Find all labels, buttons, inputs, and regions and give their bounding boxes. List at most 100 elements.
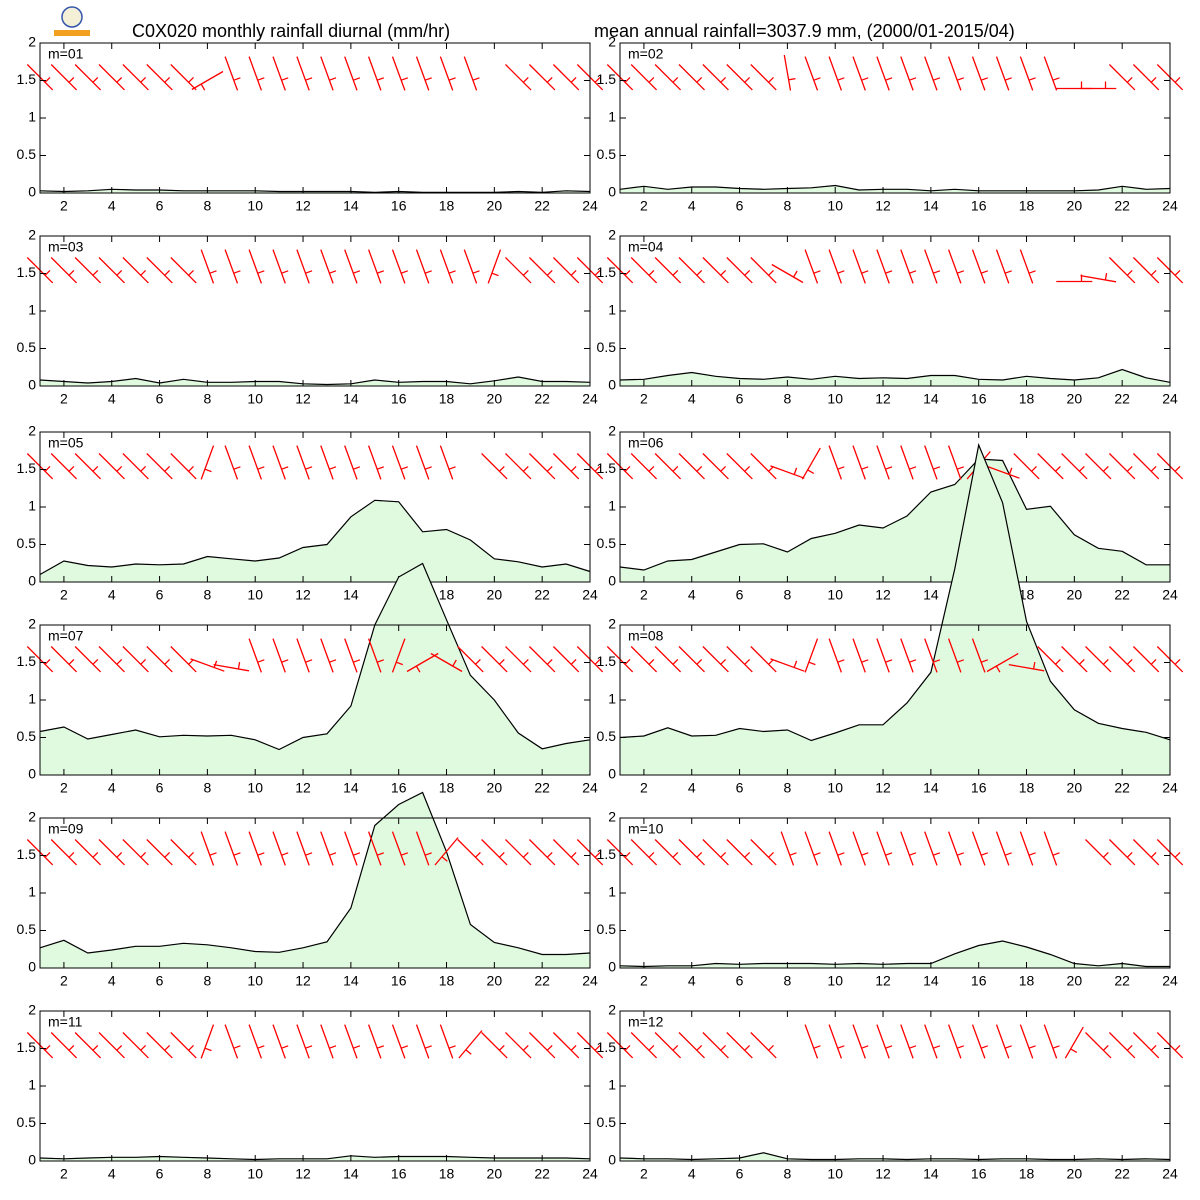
wind-barb <box>804 638 819 673</box>
rain-area <box>620 445 1170 775</box>
wind-barb <box>702 1032 729 1059</box>
x-tick-label: 6 <box>156 198 164 214</box>
wind-barb <box>320 831 337 866</box>
wind-barb <box>726 646 753 673</box>
y-tick-label: 1 <box>608 498 616 514</box>
x-tick-label: 18 <box>439 587 455 603</box>
x-tick-label: 24 <box>1162 198 1178 214</box>
x-tick-label: 6 <box>736 780 744 796</box>
wind-barb <box>367 56 385 91</box>
x-tick-label: 22 <box>534 391 550 407</box>
x-tick-label: 18 <box>1019 973 1035 989</box>
wind-barb <box>296 1024 313 1059</box>
x-tick-label: 24 <box>1162 973 1178 989</box>
x-tick-label: 16 <box>971 973 987 989</box>
panel-label: m=07 <box>48 628 84 644</box>
wind-barb <box>750 257 777 284</box>
wind-barb <box>783 54 796 91</box>
y-tick-label: 1 <box>28 884 36 900</box>
wind-barb <box>900 1024 917 1059</box>
wind-barb <box>1019 56 1036 91</box>
wind-barb <box>50 64 78 91</box>
y-tick-label: 1.5 <box>597 264 617 280</box>
wind-barb <box>391 249 409 284</box>
y-tick-label: 0 <box>608 184 616 200</box>
wind-barb <box>630 64 658 91</box>
wind-barb <box>320 638 337 673</box>
x-tick-label: 16 <box>391 391 407 407</box>
wind-barb <box>924 1024 941 1059</box>
y-tick-label: 0 <box>608 573 616 589</box>
y-tick-label: 0 <box>28 573 36 589</box>
wind-barb <box>505 257 532 284</box>
x-tick-label: 10 <box>247 391 263 407</box>
y-tick-label: 2 <box>608 1002 616 1018</box>
x-tick-label: 4 <box>688 1166 696 1182</box>
x-tick-label: 22 <box>534 1166 550 1182</box>
x-tick-label: 20 <box>487 198 503 214</box>
wind-barb <box>654 453 682 480</box>
x-tick-label: 6 <box>736 198 744 214</box>
wind-barb <box>971 638 989 673</box>
x-tick-label: 2 <box>60 973 68 989</box>
x-tick-label: 4 <box>108 780 116 796</box>
wind-barb <box>678 839 705 866</box>
wind-barb <box>678 646 705 673</box>
panel: 00.511.522 4 6 8 10 12 14 16 18 20 22 24m=11 <box>17 1002 604 1182</box>
wind-barb <box>1043 1024 1060 1059</box>
y-tick-label: 0 <box>28 377 36 393</box>
x-tick-label: 12 <box>295 391 311 407</box>
y-tick-label: 0.5 <box>597 146 617 162</box>
wind-barb <box>344 249 361 284</box>
y-tick-label: 2 <box>608 616 616 632</box>
wind-barb <box>1085 839 1112 866</box>
wind-barb <box>481 453 508 480</box>
x-tick-label: 4 <box>688 198 696 214</box>
wind-barb <box>74 839 102 866</box>
y-tick-label: 1.5 <box>17 1039 37 1055</box>
wind-barb <box>995 1024 1012 1059</box>
chart-subtitle: mean annual rainfall=3037.9 mm, (2000/01… <box>594 21 1015 41</box>
x-tick-label: 2 <box>640 1166 648 1182</box>
wind-barb <box>1037 646 1064 673</box>
x-tick-label: 10 <box>247 587 263 603</box>
wind-barb <box>367 638 385 673</box>
wind-barb <box>505 64 532 91</box>
wind-barb <box>828 638 845 673</box>
wind-barb <box>770 658 805 672</box>
rain-area <box>40 792 590 968</box>
x-tick-label: 4 <box>108 587 116 603</box>
wind-barb <box>1008 661 1045 672</box>
x-tick-label: 18 <box>1019 587 1035 603</box>
x-tick-label: 2 <box>640 587 648 603</box>
wind-barb <box>367 1024 385 1059</box>
wind-barb <box>505 839 532 866</box>
x-tick-label: 14 <box>343 587 359 603</box>
x-tick-label: 2 <box>640 780 648 796</box>
rain-area <box>40 500 590 582</box>
wind-barb <box>98 453 125 480</box>
wind-barb <box>630 257 658 284</box>
y-tick-label: 2 <box>28 809 36 825</box>
wind-barb <box>296 445 313 480</box>
x-tick-label: 14 <box>343 780 359 796</box>
y-tick-label: 1 <box>608 1077 616 1093</box>
x-tick-label: 8 <box>203 1166 211 1182</box>
x-tick-label: 2 <box>60 780 68 796</box>
rain-area <box>620 941 1170 968</box>
wind-barb <box>1132 1032 1160 1059</box>
wind-barb <box>726 64 753 91</box>
x-tick-label: 22 <box>1114 198 1130 214</box>
wind-barb <box>947 56 965 91</box>
panel: 00.511.522 4 6 8 10 12 14 16 18 20 22 24m=09 <box>17 791 604 989</box>
x-tick-label: 12 <box>875 587 891 603</box>
x-tick-label: 10 <box>827 198 843 214</box>
wind-barb <box>367 445 385 480</box>
wind-barb <box>1019 1024 1036 1059</box>
x-tick-label: 6 <box>736 1166 744 1182</box>
x-tick-label: 10 <box>247 780 263 796</box>
wind-barb <box>971 249 989 284</box>
wind-barb <box>876 638 893 673</box>
wind-barb <box>406 652 439 673</box>
x-tick-label: 22 <box>1114 391 1130 407</box>
